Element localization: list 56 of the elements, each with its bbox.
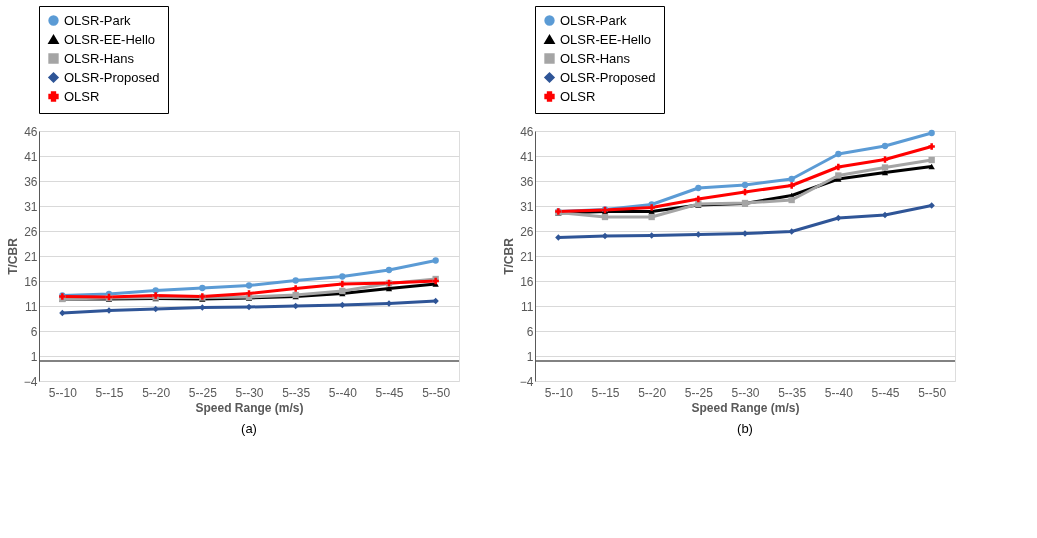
- x-tick-label: 5--35: [778, 385, 807, 400]
- legend-label: OLSR-EE-Hello: [64, 31, 156, 47]
- legend-label: OLSR-Park: [560, 12, 627, 28]
- x-tick-label: 5--30: [731, 385, 760, 400]
- legend-label: OLSR-EE-Hello: [560, 31, 652, 47]
- y-tick-label: 1: [526, 349, 534, 364]
- legend-label: OLSR-Hans: [560, 50, 631, 66]
- y-tick-label: 41: [24, 149, 38, 164]
- y-tick-label: 6: [526, 324, 534, 339]
- x-tick-label: 5--25: [684, 385, 714, 400]
- x-axis-title: Speed Range (m/s): [691, 400, 800, 415]
- x-tick-label: 5--35: [282, 385, 311, 400]
- y-tick-label: 41: [520, 149, 534, 164]
- x-tick-label: 5--15: [95, 385, 124, 400]
- x-tick-label: 5--50: [422, 385, 451, 400]
- y-tick-label: 1: [30, 349, 38, 364]
- y-tick-label: 36: [520, 174, 534, 189]
- x-tick-label: 5--25: [188, 385, 218, 400]
- y-tick-label: 21: [24, 249, 38, 264]
- legend-label: OLSR-Park: [64, 12, 131, 28]
- text: (b): [737, 421, 753, 436]
- legend-label: OLSR-Proposed: [64, 69, 160, 85]
- y-tick-label: 11: [521, 299, 534, 314]
- x-axis-title: Speed Range (m/s): [195, 400, 304, 415]
- x-tick-label: 5--30: [235, 385, 264, 400]
- x-tick-label: 5--40: [824, 385, 854, 400]
- y-tick-label: 46: [24, 124, 38, 139]
- legend-label: OLSR: [560, 88, 596, 104]
- legend-label: OLSR-Hans: [64, 50, 135, 66]
- x-tick-label: 5--45: [871, 385, 900, 400]
- y-tick-label: −4: [23, 374, 38, 389]
- y-tick-label: 21: [520, 249, 534, 264]
- y-tick-label: 11: [25, 299, 38, 314]
- y-tick-label: 31: [520, 199, 534, 214]
- x-tick-label: 5--10: [544, 385, 574, 400]
- x-tick-label: 5--10: [48, 385, 78, 400]
- y-tick-label: 36: [24, 174, 38, 189]
- y-tick-label: −4: [519, 374, 534, 389]
- y-tick-label: 46: [520, 124, 534, 139]
- y-tick-label: 6: [30, 324, 38, 339]
- text: (a): [241, 421, 257, 436]
- y-tick-label: 16: [520, 274, 534, 289]
- y-tick-label: 26: [24, 224, 38, 239]
- x-tick-label: 5--20: [638, 385, 667, 400]
- x-tick-label: 5--20: [142, 385, 171, 400]
- x-tick-label: 5--50: [918, 385, 947, 400]
- x-tick-label: 5--15: [591, 385, 620, 400]
- y-axis-title: T/CBR: [501, 237, 516, 275]
- y-tick-label: 31: [24, 199, 38, 214]
- y-axis-title: T/CBR: [5, 237, 20, 275]
- legend-label: OLSR: [64, 88, 100, 104]
- x-tick-label: 5--40: [328, 385, 358, 400]
- y-tick-label: 16: [24, 274, 38, 289]
- y-tick-label: 26: [520, 224, 534, 239]
- legend-label: OLSR-Proposed: [560, 69, 656, 85]
- x-tick-label: 5--45: [375, 385, 404, 400]
